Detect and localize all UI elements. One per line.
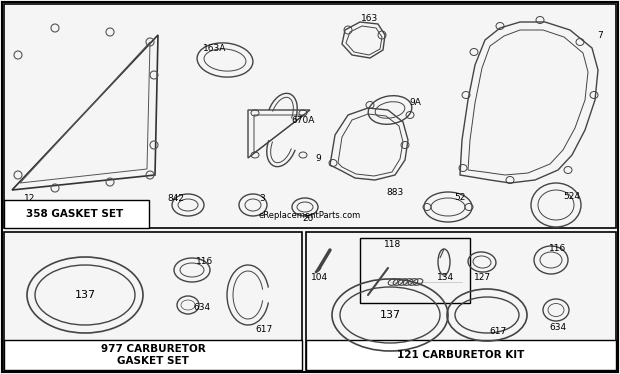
- Text: 670A: 670A: [291, 116, 315, 125]
- Text: 9: 9: [315, 153, 321, 162]
- Text: 116: 116: [549, 243, 567, 252]
- Text: 137: 137: [74, 290, 95, 300]
- Bar: [4, 340, 302, 370]
- Text: 52: 52: [454, 193, 466, 202]
- Text: 7: 7: [597, 31, 603, 40]
- Text: 20: 20: [303, 214, 314, 223]
- Bar: [306, 340, 616, 370]
- Text: 104: 104: [311, 273, 329, 282]
- Text: 358 GASKET SET: 358 GASKET SET: [27, 209, 123, 219]
- Bar: [4, 4, 616, 228]
- Text: 3: 3: [259, 193, 265, 202]
- Text: 116: 116: [197, 258, 214, 267]
- Text: 617: 617: [255, 325, 273, 334]
- Bar: [306, 232, 616, 370]
- Text: 163: 163: [361, 13, 379, 22]
- Bar: [4, 200, 149, 228]
- Text: 634: 634: [193, 303, 211, 313]
- Text: 118: 118: [384, 239, 402, 248]
- Text: 977 CARBURETOR
GASKET SET: 977 CARBURETOR GASKET SET: [100, 344, 205, 366]
- Text: 134: 134: [438, 273, 454, 282]
- Text: 121 CARBURETOR KIT: 121 CARBURETOR KIT: [397, 350, 525, 360]
- Text: eReplacementParts.com: eReplacementParts.com: [259, 211, 361, 220]
- Text: 842: 842: [167, 193, 185, 202]
- Bar: [4, 232, 302, 370]
- Bar: [360, 238, 470, 303]
- Text: 634: 634: [549, 322, 567, 331]
- Text: 12: 12: [24, 193, 36, 202]
- Text: 163A: 163A: [203, 43, 227, 52]
- Text: 127: 127: [474, 273, 492, 282]
- Text: 617: 617: [489, 328, 507, 337]
- PathPatch shape: [440, 249, 444, 258]
- Text: 524: 524: [564, 191, 580, 200]
- Text: 883: 883: [386, 187, 404, 196]
- Text: 137: 137: [379, 310, 401, 320]
- Text: 9A: 9A: [409, 98, 421, 107]
